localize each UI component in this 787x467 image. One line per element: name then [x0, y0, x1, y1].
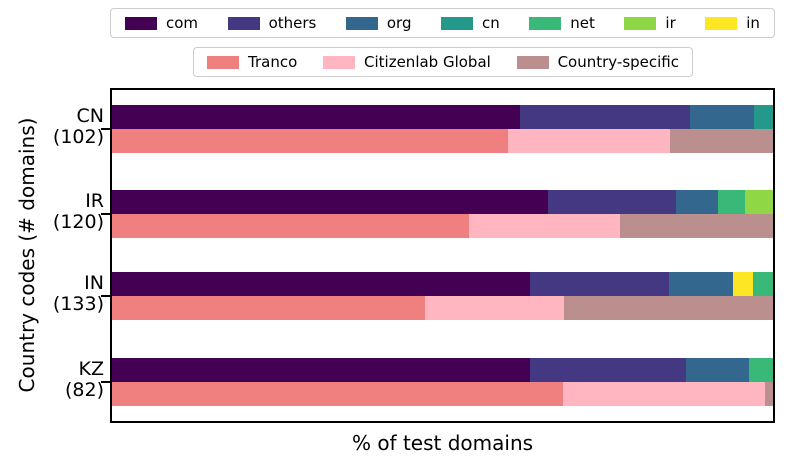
- tld-bar-cn: [112, 105, 773, 129]
- y-tick-ir: [101, 213, 110, 215]
- tld-bar-kz-segment-com: [112, 358, 531, 382]
- tld-bar-in-segment-com: [112, 272, 530, 296]
- tld-bar-kz-segment-others: [530, 358, 686, 382]
- domain-count-label: (133): [52, 293, 104, 315]
- legend-label: Tranco: [248, 52, 298, 71]
- tld-bar-in-segment-net: [753, 272, 773, 296]
- source-bar-kz-segment-country-specific: [765, 382, 773, 406]
- tld-bar-cn-segment-others: [520, 105, 690, 129]
- tld-swatch-icon: [227, 16, 260, 30]
- legend-item-cn: cn: [440, 13, 500, 32]
- legend-label: in: [746, 13, 760, 32]
- source-bar-ir-segment-citizenlab-global: [468, 214, 621, 238]
- source-bar-kz-segment-citizenlab-global: [563, 382, 766, 406]
- source-bar-in-segment-citizenlab-global: [425, 296, 565, 320]
- source-bar-in-segment-tranco: [112, 296, 426, 320]
- tld-bar-cn-segment-cn: [753, 105, 773, 129]
- domain-count-label: (82): [64, 379, 104, 401]
- source-bar-ir-segment-country-specific: [620, 214, 773, 238]
- y-tick-label-in: IN (133): [53, 273, 104, 315]
- plot-area: [101, 88, 775, 423]
- domain-count-label: (120): [52, 211, 104, 233]
- tld-swatch-icon: [345, 16, 378, 30]
- tld-bar-in: [112, 272, 773, 296]
- legend-label: Country-specific: [557, 52, 679, 71]
- legend-item-org: org: [345, 13, 412, 32]
- source-swatch-icon: [323, 55, 356, 69]
- country-code-label: IN: [84, 272, 104, 294]
- tld-bar-cn-segment-org: [689, 105, 754, 129]
- source-bar-cn: [112, 129, 773, 153]
- legend-label: Citizenlab Global: [364, 52, 491, 71]
- legend-label: net: [570, 13, 595, 32]
- tld-bar-kz-segment-net: [748, 358, 773, 382]
- source-bar-cn-segment-country-specific: [669, 129, 773, 153]
- y-tick-label-cn: CN (102): [53, 106, 104, 148]
- source-bar-ir: [112, 214, 773, 238]
- tld-bar-ir-segment-others: [547, 190, 676, 214]
- tld-bar-in-segment-others: [529, 272, 669, 296]
- legend-item-in: in: [705, 13, 760, 32]
- tld-bar-ir-segment-com: [112, 190, 548, 214]
- source-swatch-icon: [516, 55, 549, 69]
- source-bar-kz-segment-tranco: [112, 382, 564, 406]
- country-code-label: CN: [76, 105, 104, 127]
- x-axis-label: % of test domains: [351, 431, 534, 455]
- legend-label: ir: [665, 13, 676, 32]
- tld-bar-ir-segment-net: [718, 190, 746, 214]
- tld-bar-cn-segment-com: [112, 105, 521, 129]
- legend-item-country-specific: Country-specific: [516, 52, 679, 71]
- source-swatch-icon: [207, 55, 239, 69]
- tld-swatch-icon: [705, 16, 738, 30]
- tld-swatch-icon: [624, 16, 657, 30]
- tld-swatch-icon: [529, 16, 562, 30]
- country-code-label: IR: [85, 190, 104, 212]
- y-tick-in: [101, 295, 110, 297]
- y-tick-kz: [101, 381, 110, 383]
- legend-label: org: [386, 13, 412, 32]
- tld-bar-in-segment-in: [733, 272, 754, 296]
- tld-bar-kz-segment-org: [685, 358, 749, 382]
- tld-bar-kz: [112, 358, 773, 382]
- y-axis-label: Country codes (# domains): [15, 117, 39, 393]
- tld-bar-ir-segment-ir: [745, 190, 773, 214]
- tld-bar-ir-segment-org: [675, 190, 719, 214]
- bar-group-in: [101, 272, 773, 320]
- tld-swatch-icon: [440, 16, 473, 30]
- source-bar-ir-segment-tranco: [112, 214, 469, 238]
- legend-item-citizenlab-global: Citizenlab Global: [323, 52, 491, 71]
- tld-legend: com others org cn net ir in: [110, 8, 775, 38]
- tld-bar-ir: [112, 190, 773, 214]
- source-bar-cn-segment-citizenlab-global: [507, 129, 670, 153]
- tld-bar-in-segment-org: [668, 272, 734, 296]
- y-tick-cn: [101, 128, 110, 130]
- legend-item-com: com: [125, 13, 199, 32]
- legend-item-net: net: [529, 13, 595, 32]
- legend-item-others: others: [227, 13, 317, 32]
- y-tick-label-kz: KZ (82): [65, 359, 104, 401]
- y-tick-label-ir: IR (120): [53, 191, 104, 233]
- bar-group-kz: [101, 358, 773, 406]
- source-legend: Tranco Citizenlab Global Country-specific: [193, 47, 693, 77]
- source-bar-in-segment-country-specific: [564, 296, 773, 320]
- source-bar-in: [112, 296, 773, 320]
- legend-item-tranco: Tranco: [207, 52, 298, 71]
- source-bar-kz: [112, 382, 773, 406]
- legend-label: others: [268, 13, 317, 32]
- tld-swatch-icon: [125, 16, 157, 30]
- bar-group-ir: [101, 190, 773, 238]
- bar-group-cn: [101, 105, 773, 153]
- country-code-label: KZ: [78, 358, 104, 380]
- source-bar-cn-segment-tranco: [112, 129, 508, 153]
- legend-item-ir: ir: [624, 13, 676, 32]
- legend-label: cn: [481, 13, 500, 32]
- domain-count-label: (102): [52, 126, 104, 148]
- legend-label: com: [166, 13, 199, 32]
